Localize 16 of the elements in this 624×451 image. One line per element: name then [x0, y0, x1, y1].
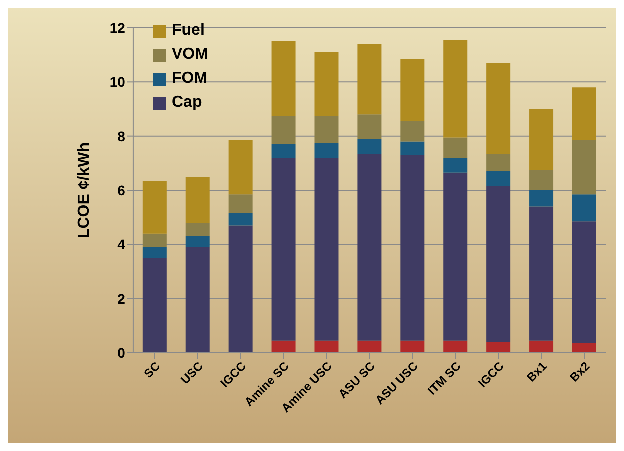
legend-label: FOM: [172, 70, 208, 88]
y-tick-label: 12: [110, 20, 126, 36]
legend-label: Cap: [172, 94, 202, 112]
x-tick-label: Bx1: [524, 359, 550, 385]
x-tick-label: ITM SC: [425, 359, 464, 398]
y-axis-title: LCOE ¢/kWh: [76, 142, 94, 239]
x-tick-label: Bx2: [567, 359, 593, 385]
x-tick-label: SC: [141, 359, 164, 381]
y-tick-label: 8: [118, 128, 126, 144]
y-tick-label: 2: [118, 290, 126, 307]
y-tick-label: 0: [118, 344, 126, 361]
y-tick-label: 10: [110, 74, 126, 90]
legend-label: VOM: [172, 46, 208, 64]
y-tick-label: 6: [118, 182, 126, 198]
legend-label: Fuel: [172, 22, 205, 40]
y-tick-label: 4: [118, 236, 126, 253]
